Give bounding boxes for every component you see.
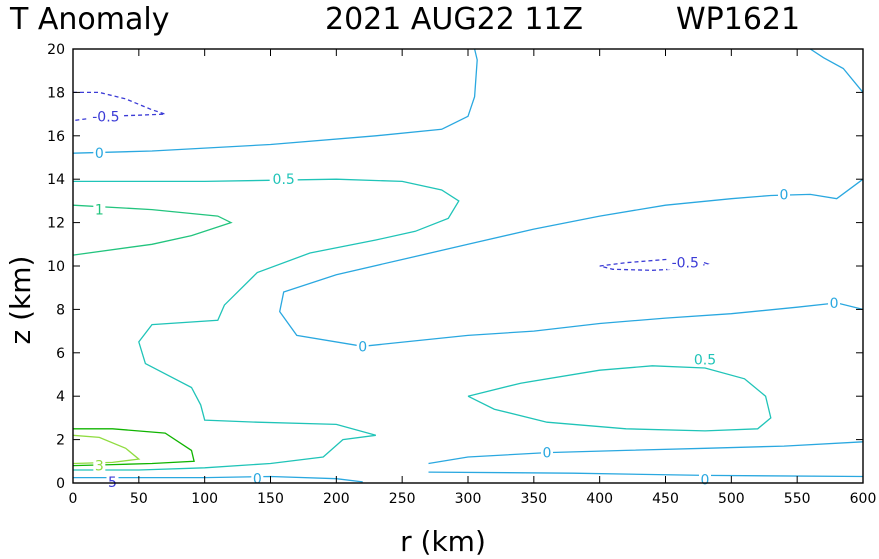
x-tick-label-100: 100 xyxy=(191,491,218,507)
contour-label-4: -0.5 xyxy=(672,256,699,272)
chart-title-right: WP1621 xyxy=(676,2,800,37)
x-axis-label: r (km) xyxy=(400,525,486,558)
y-tick-label-0: 0 xyxy=(56,476,65,492)
contour-line-6 xyxy=(279,178,864,347)
x-tick-label-300: 300 xyxy=(455,491,482,507)
x-tick-label-450: 450 xyxy=(652,491,679,507)
contour-label-bg-1 xyxy=(93,145,106,161)
contour-label-bg-4 xyxy=(667,254,704,270)
y-tick-label-8: 8 xyxy=(56,302,65,318)
x-tick-label-250: 250 xyxy=(389,491,416,507)
contour-label-11: 0 xyxy=(701,473,710,489)
y-tick-label-20: 20 xyxy=(47,42,65,58)
contour-label-9: 0 xyxy=(543,446,552,462)
y-tick-label-10: 10 xyxy=(47,259,65,275)
contour-label-bg-12 xyxy=(93,457,106,473)
contour-line-3 xyxy=(72,204,233,256)
y-tick-label-14: 14 xyxy=(47,172,65,188)
contour-line-2 xyxy=(73,178,460,471)
x-axis-ticks: 0 50 100 150 200 250 300 350 400 450 500 550 600 xyxy=(69,49,877,507)
contour-label-1: 0 xyxy=(95,146,104,162)
contour-label-bg-3 xyxy=(93,201,106,217)
x-tick-label-350: 350 xyxy=(520,491,547,507)
contour-label-5: 0 xyxy=(780,187,789,203)
contour-line-12 xyxy=(72,428,195,467)
contour-line-5 xyxy=(362,302,864,347)
y-tick-label-18: 18 xyxy=(47,85,65,101)
contour-line-1 xyxy=(72,48,478,154)
contour-label-7: 0 xyxy=(358,339,367,355)
contour-label-12: 3 xyxy=(95,459,104,475)
y-axis-label: z (km) xyxy=(4,256,37,345)
contour-label-2: 0.5 xyxy=(273,172,295,188)
contour-label-bg-0 xyxy=(87,108,124,124)
y-tick-label-6: 6 xyxy=(56,346,65,362)
x-tick-label-400: 400 xyxy=(586,491,613,507)
contour-lines xyxy=(72,48,864,483)
contour-label-bg-8 xyxy=(691,351,719,367)
x-tick-label-0: 0 xyxy=(69,491,78,507)
contour-line-13 xyxy=(72,434,141,465)
contour-label-bg-7 xyxy=(356,338,369,354)
contour-line-11 xyxy=(428,471,864,478)
y-tick-label-2: 2 xyxy=(56,433,65,449)
contour-line-9 xyxy=(428,441,864,465)
contour-line-7 xyxy=(809,48,864,93)
contour-label-0: -0.5 xyxy=(92,109,119,125)
contour-label-bg-2 xyxy=(269,171,298,187)
contour-label-10: 0 xyxy=(253,472,262,488)
contour-label-3: 1 xyxy=(95,203,104,219)
contour-label-bg-10 xyxy=(251,470,264,486)
x-tick-label-550: 550 xyxy=(784,491,811,507)
x-tick-label-200: 200 xyxy=(323,491,350,507)
chart-title-center: 2021 AUG22 11Z xyxy=(325,2,583,37)
x-tick-label-50: 50 xyxy=(130,491,148,507)
x-tick-label-500: 500 xyxy=(718,491,745,507)
contour-label-bg-9 xyxy=(541,444,553,460)
y-tick-label-12: 12 xyxy=(47,216,65,232)
plot-frame xyxy=(72,48,864,484)
y-tick-label-4: 4 xyxy=(56,389,65,405)
contour-label-8: 0.5 xyxy=(694,352,716,368)
contour-label-bg-6 xyxy=(828,294,841,310)
contour-label-bg-13 xyxy=(106,473,119,489)
contour-line-4 xyxy=(599,258,710,271)
x-tick-label-150: 150 xyxy=(257,491,284,507)
x-tick-label-600: 600 xyxy=(850,491,877,507)
contour-line-8 xyxy=(467,365,772,432)
y-tick-label-16: 16 xyxy=(47,129,65,145)
contour-label-6: 0 xyxy=(830,296,839,312)
chart-title-left: T Anomaly xyxy=(9,2,169,37)
contour-label-bg-5 xyxy=(778,186,790,202)
